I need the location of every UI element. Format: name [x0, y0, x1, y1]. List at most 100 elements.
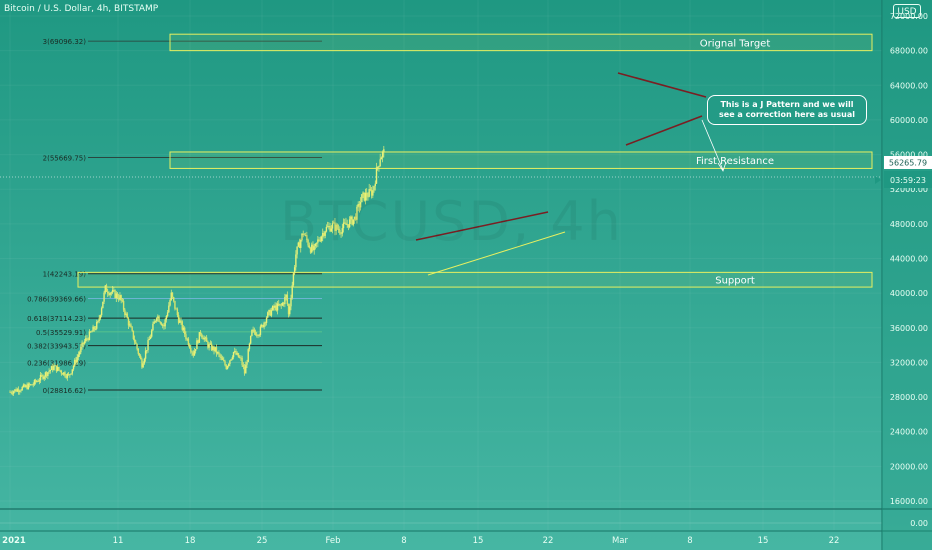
candle-body — [240, 357, 242, 359]
candle-body — [273, 305, 275, 308]
candlestick-series — [9, 145, 385, 396]
y-tick-label: 52000.00 — [890, 185, 928, 194]
candle-body — [193, 350, 196, 356]
candle-body — [335, 224, 337, 231]
callout-arrow-shaft — [701, 119, 724, 171]
annotation-callout[interactable]: This is a J Pattern and we will see a co… — [707, 95, 867, 125]
x-tick-label: 11 — [113, 536, 124, 546]
candle-body — [278, 303, 280, 306]
candle-body — [58, 366, 60, 370]
candle-body — [300, 240, 302, 248]
candle-body — [125, 313, 127, 315]
x-axis[interactable]: 2021 11 18 25 Feb 8 15 22 Mar 8 15 22 — [2, 536, 839, 546]
candle-body — [113, 289, 115, 291]
x-tick-label: Feb — [325, 536, 340, 546]
price-zones: Orignal Target First Resistance Support — [77, 33, 873, 288]
candle-body — [192, 352, 194, 356]
zone-rect — [169, 33, 873, 52]
candle-body — [23, 384, 26, 387]
candle-body — [318, 239, 320, 241]
candle-body — [289, 306, 291, 315]
candle-body — [223, 360, 225, 362]
fib-level-label: 0.618(37114.23) — [27, 315, 86, 323]
candle-body — [334, 222, 336, 231]
candle-body — [72, 365, 75, 370]
candle-body — [323, 232, 325, 236]
candle-body — [119, 295, 121, 300]
candle-body — [265, 317, 268, 323]
candle-body — [157, 316, 159, 319]
candle-body — [121, 300, 124, 302]
y-tick-label: 64000.00 — [890, 81, 928, 90]
candle-body — [267, 312, 269, 318]
candle-body — [308, 245, 311, 248]
chart-title[interactable]: Bitcoin / U.S. Dollar, 4h, BITSTAMP — [4, 4, 159, 14]
candle-body — [28, 383, 31, 386]
candle-body — [220, 357, 223, 359]
fib-level-label: 1(42243.19) — [43, 271, 87, 279]
candle-body — [17, 389, 20, 392]
candle-body — [234, 350, 236, 352]
candle-body — [80, 346, 82, 353]
candle-body — [59, 369, 61, 371]
candle-body — [76, 357, 78, 363]
candle-body — [324, 231, 326, 236]
candle-body — [357, 204, 359, 207]
candle-body — [314, 243, 317, 247]
candle-body — [11, 393, 14, 394]
candle-body — [37, 381, 39, 383]
candle-body — [275, 305, 278, 311]
countdown-badge — [884, 171, 932, 188]
candle-body — [186, 338, 188, 340]
candle-body — [254, 332, 257, 336]
candle-body — [153, 321, 155, 324]
candle-body — [127, 318, 130, 326]
y-axis[interactable]: 72000.00 68000.00 64000.00 60000.00 56000.00… — [882, 0, 932, 550]
candle-body — [285, 294, 287, 298]
candle-body — [147, 340, 149, 351]
candle-body — [248, 343, 251, 350]
currency-badge[interactable]: USD — [893, 4, 921, 18]
candle-body — [160, 323, 163, 326]
candle-body — [205, 337, 208, 342]
candle-body — [130, 324, 132, 328]
candle-body — [54, 365, 56, 367]
candle-body — [170, 292, 172, 301]
candle-body — [276, 303, 279, 311]
candle-body — [132, 330, 135, 340]
candle-body — [43, 376, 45, 379]
candle-body — [25, 385, 27, 387]
candle-body — [311, 244, 313, 253]
candle-body — [86, 338, 88, 340]
candle-body — [238, 357, 241, 359]
candle-body — [291, 285, 293, 298]
candle-body — [218, 352, 220, 355]
candle-body — [319, 240, 322, 242]
candle-body — [149, 336, 152, 339]
candle-body — [358, 204, 361, 208]
candle-body — [331, 223, 334, 229]
candle-body — [104, 285, 106, 293]
candle-body — [245, 364, 247, 374]
candle-body — [100, 308, 103, 316]
candle-body — [317, 239, 319, 243]
fibonacci-levels: 3(69096.32) 2(55669.75) 1(42243.19) 0.786(3… — [27, 38, 322, 395]
candle-body — [102, 301, 104, 309]
candle-body — [198, 332, 201, 343]
candle-body — [140, 355, 142, 360]
zone-rect — [77, 271, 873, 288]
candle-body — [71, 369, 74, 374]
candle-body — [322, 232, 324, 237]
candle-body — [15, 389, 17, 392]
candle-body — [295, 254, 297, 268]
candle-body — [155, 318, 158, 321]
candle-body — [32, 384, 34, 386]
y-tick-label: 40000.00 — [890, 289, 928, 298]
candle-body — [143, 358, 146, 364]
x-tick-label: 22 — [543, 536, 554, 546]
candle-body — [246, 361, 248, 365]
candle-body — [271, 305, 274, 311]
